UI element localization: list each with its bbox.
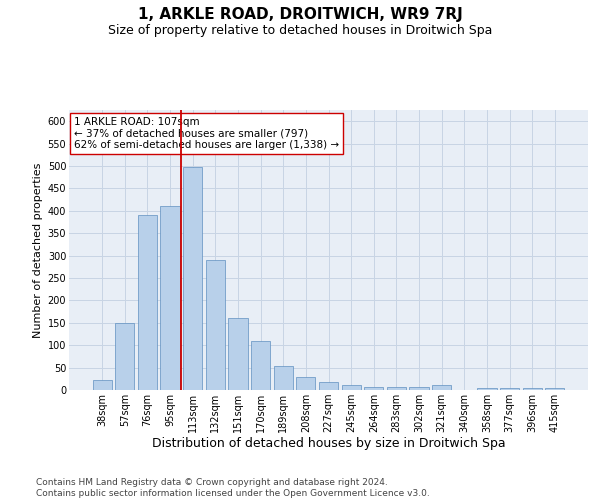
Text: 1, ARKLE ROAD, DROITWICH, WR9 7RJ: 1, ARKLE ROAD, DROITWICH, WR9 7RJ bbox=[137, 8, 463, 22]
Bar bbox=[229, 318, 248, 390]
Bar bbox=[138, 216, 157, 390]
Bar bbox=[274, 366, 293, 390]
Bar bbox=[341, 385, 361, 390]
Bar bbox=[523, 388, 542, 390]
Y-axis label: Number of detached properties: Number of detached properties bbox=[34, 162, 43, 338]
Bar bbox=[183, 167, 202, 390]
Bar bbox=[364, 388, 383, 390]
Text: 1 ARKLE ROAD: 107sqm
← 37% of detached houses are smaller (797)
62% of semi-deta: 1 ARKLE ROAD: 107sqm ← 37% of detached h… bbox=[74, 117, 340, 150]
Bar bbox=[296, 377, 316, 390]
Text: Size of property relative to detached houses in Droitwich Spa: Size of property relative to detached ho… bbox=[108, 24, 492, 37]
Bar bbox=[432, 385, 451, 390]
Bar bbox=[160, 206, 180, 390]
Text: Distribution of detached houses by size in Droitwich Spa: Distribution of detached houses by size … bbox=[152, 438, 506, 450]
Text: Contains HM Land Registry data © Crown copyright and database right 2024.
Contai: Contains HM Land Registry data © Crown c… bbox=[36, 478, 430, 498]
Bar bbox=[387, 387, 406, 390]
Bar bbox=[500, 388, 519, 390]
Bar bbox=[92, 380, 112, 390]
Bar bbox=[319, 382, 338, 390]
Bar bbox=[545, 388, 565, 390]
Bar bbox=[477, 388, 497, 390]
Bar bbox=[206, 260, 225, 390]
Bar bbox=[115, 323, 134, 390]
Bar bbox=[251, 340, 270, 390]
Bar bbox=[409, 387, 428, 390]
